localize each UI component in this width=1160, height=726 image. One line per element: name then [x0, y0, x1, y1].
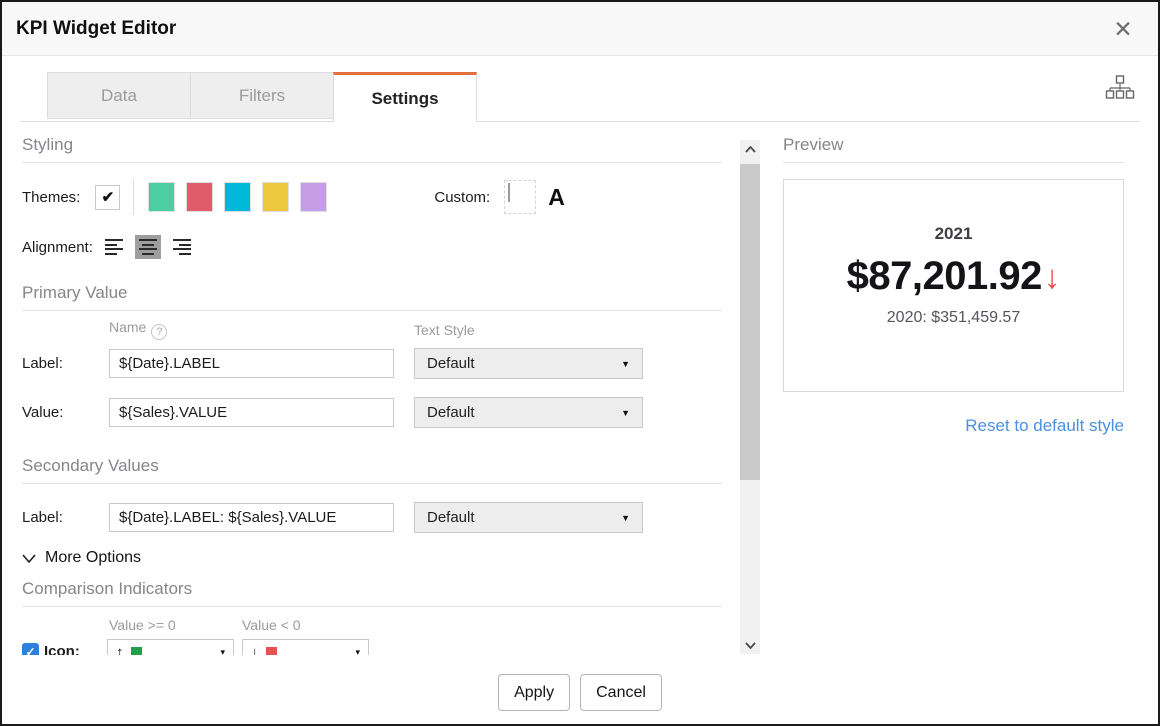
preview-heading: Preview — [783, 135, 1124, 163]
preview-pane: Preview 2021 $87,201.92 ↓ 2020: $351,459… — [783, 135, 1124, 436]
secondary-label-row: Label: Default — [22, 502, 722, 533]
primary-label-caption: Label: — [22, 355, 63, 372]
primary-value-style-value: Default — [427, 404, 475, 421]
custom-color-group: Custom: A — [434, 180, 565, 214]
tab-data[interactable]: Data — [47, 72, 191, 119]
cancel-button[interactable]: Cancel — [580, 674, 662, 711]
org-chart-icon — [1105, 75, 1135, 99]
green-square-icon — [130, 647, 142, 655]
arrow-up-icon — [116, 644, 124, 656]
align-left-button[interactable] — [101, 235, 127, 259]
apply-button[interactable]: Apply — [498, 674, 571, 711]
primary-value-style-dropdown[interactable]: Default — [414, 397, 643, 428]
tab-settings[interactable]: Settings — [333, 72, 477, 122]
align-right-button[interactable] — [169, 235, 195, 259]
chevron-up-icon — [744, 145, 756, 153]
settings-pane: Styling Themes: Custom: A Alignment: — [22, 135, 722, 655]
themes-row: Themes: Custom: A — [22, 179, 722, 215]
tab-list: Data Filters Settings — [47, 72, 477, 122]
kpi-down-arrow-icon: ↓ — [1043, 258, 1061, 295]
chevron-down-icon — [22, 553, 36, 563]
reset-to-default-link[interactable]: Reset to default style — [965, 416, 1124, 435]
name-column-header: Name — [109, 319, 394, 340]
theme-swatch-cyan[interactable] — [224, 182, 252, 212]
primary-label-style-dropdown[interactable]: Default — [414, 348, 643, 379]
icon-label: Icon: — [44, 643, 80, 655]
themes-checkbox[interactable] — [95, 184, 121, 210]
scrollbar-thumb[interactable] — [740, 164, 760, 480]
theme-swatch-yellow[interactable] — [262, 182, 290, 212]
tab-bar-underline — [20, 121, 1140, 122]
more-options-toggle[interactable]: More Options — [22, 549, 722, 567]
comparison-icon-row: Icon: — [22, 639, 722, 655]
dialog-title: KPI Widget Editor — [16, 17, 177, 39]
tab-filters[interactable]: Filters — [190, 72, 334, 119]
primary-column-headers: Name Text Style — [22, 319, 722, 340]
close-icon[interactable] — [1110, 16, 1136, 42]
value-lt-header: Value < 0 — [242, 617, 301, 633]
align-center-button[interactable] — [134, 235, 161, 259]
red-square-icon — [265, 647, 277, 655]
theme-swatch-red[interactable] — [186, 182, 214, 212]
help-icon[interactable] — [151, 324, 168, 340]
text-style-column-header: Text Style — [414, 321, 475, 338]
caret-down-icon — [621, 513, 630, 523]
secondary-label-caption: Label: — [22, 509, 63, 526]
secondary-label-input[interactable] — [109, 503, 394, 532]
arrow-down-icon — [251, 644, 259, 656]
more-options-label: More Options — [45, 549, 142, 566]
theme-swatch-teal[interactable] — [148, 182, 176, 212]
hierarchy-icon[interactable] — [1102, 74, 1138, 104]
primary-label-input[interactable] — [109, 349, 394, 378]
themes-label: Themes: — [22, 188, 81, 206]
primary-label-row: Label: Default — [22, 348, 722, 379]
tab-bar: Data Filters Settings — [20, 72, 1140, 122]
icon-down-dropdown[interactable] — [242, 639, 369, 655]
caret-down-icon — [621, 408, 630, 418]
primary-value-heading: Primary Value — [22, 283, 722, 311]
alignment-label: Alignment: — [22, 238, 93, 256]
chevron-down-icon — [744, 641, 756, 649]
caret-down-icon — [621, 359, 630, 369]
primary-value-input[interactable] — [109, 398, 394, 427]
primary-value-row: Value: Default — [22, 397, 722, 428]
secondary-values-heading: Secondary Values — [22, 456, 722, 484]
scrollbar-up-button[interactable] — [740, 140, 760, 158]
primary-label-style-value: Default — [427, 355, 475, 372]
custom-color-swatch[interactable] — [504, 180, 537, 214]
secondary-label-style-dropdown[interactable]: Default — [414, 502, 643, 533]
comparison-column-headers: Value >= 0 Value < 0 — [22, 617, 722, 633]
secondary-label-style-value: Default — [427, 509, 475, 526]
styling-heading: Styling — [22, 135, 722, 163]
icon-up-dropdown[interactable] — [107, 639, 234, 655]
scrollbar[interactable] — [740, 140, 760, 654]
primary-value-caption: Value: — [22, 404, 64, 421]
comparison-indicators-heading: Comparison Indicators — [22, 579, 722, 607]
dialog-header: KPI Widget Editor — [2, 2, 1158, 56]
divider — [133, 179, 135, 215]
custom-color-inner — [508, 183, 511, 202]
custom-label: Custom: — [434, 188, 491, 206]
scrollbar-down-button[interactable] — [740, 636, 760, 654]
kpi-label: 2021 — [934, 224, 973, 243]
icon-checkbox[interactable] — [22, 643, 39, 655]
caret-down-icon — [355, 647, 360, 655]
alignment-row: Alignment: — [22, 233, 722, 261]
theme-swatch-purple[interactable] — [300, 182, 328, 212]
kpi-secondary-value: 2020: $351,459.57 — [886, 309, 1021, 326]
value-ge-header: Value >= 0 — [109, 617, 176, 633]
dialog-footer: Apply Cancel — [2, 674, 1158, 711]
kpi-value-row: $87,201.92 ↓ — [847, 254, 1061, 299]
kpi-preview-card: 2021 $87,201.92 ↓ 2020: $351,459.57 — [783, 179, 1124, 392]
kpi-value: $87,201.92 — [846, 254, 1043, 298]
custom-font-button[interactable]: A — [548, 183, 565, 210]
caret-down-icon — [220, 647, 225, 655]
name-header-label: Name — [109, 319, 147, 335]
